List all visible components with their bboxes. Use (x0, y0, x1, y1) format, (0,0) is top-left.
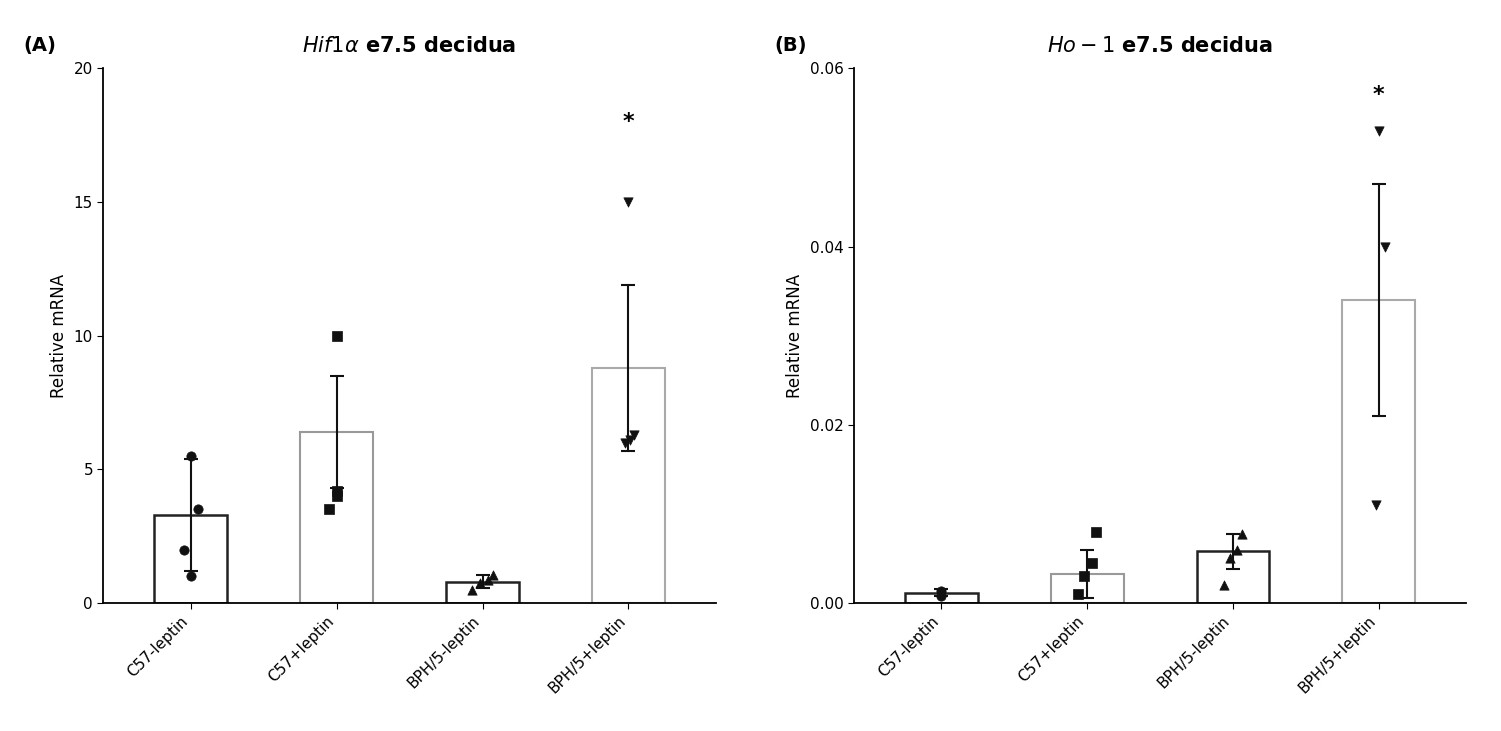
Point (179, 570, 203, 582)
Point (1067, 588, 1091, 600)
Point (461, 584, 485, 596)
Point (476, 575, 500, 586)
Y-axis label: Relative mRNA: Relative mRNA (50, 273, 68, 398)
Point (1225, 544, 1249, 556)
Point (1372, 240, 1396, 252)
Point (1364, 499, 1388, 511)
Point (1084, 526, 1108, 537)
Point (468, 577, 492, 589)
Point (621, 429, 645, 441)
Point (1213, 580, 1237, 591)
Point (618, 434, 642, 446)
Point (324, 330, 348, 341)
Bar (1196, 551, 1270, 603)
Title: $\mathit{Hif1\alpha}$ e7.5 decidua: $\mathit{Hif1\alpha}$ e7.5 decidua (302, 36, 516, 56)
Point (929, 590, 953, 602)
Bar (1051, 574, 1124, 603)
Point (1219, 553, 1243, 564)
Bar (155, 515, 227, 603)
Y-axis label: Relative mRNA: Relative mRNA (787, 273, 805, 398)
Point (324, 485, 348, 496)
Bar (1342, 300, 1415, 603)
Point (929, 585, 953, 596)
Text: *: * (623, 112, 633, 132)
Point (614, 437, 638, 449)
Bar (446, 582, 519, 603)
Point (480, 569, 504, 581)
Text: (B): (B) (775, 37, 808, 56)
Point (1079, 557, 1103, 569)
Point (171, 544, 195, 556)
Bar (905, 593, 977, 603)
Point (617, 197, 641, 208)
Text: (A): (A) (24, 37, 57, 56)
Point (1229, 528, 1253, 539)
Title: $\mathit{Ho-1}$ e7.5 decidua: $\mathit{Ho-1}$ e7.5 decidua (1048, 36, 1273, 56)
Point (179, 450, 203, 462)
Point (1367, 125, 1391, 137)
Point (186, 504, 210, 515)
Point (324, 491, 348, 502)
Bar (300, 432, 374, 603)
Text: *: * (1373, 86, 1384, 105)
Point (1072, 570, 1096, 582)
Bar (591, 368, 665, 603)
Point (317, 504, 341, 515)
